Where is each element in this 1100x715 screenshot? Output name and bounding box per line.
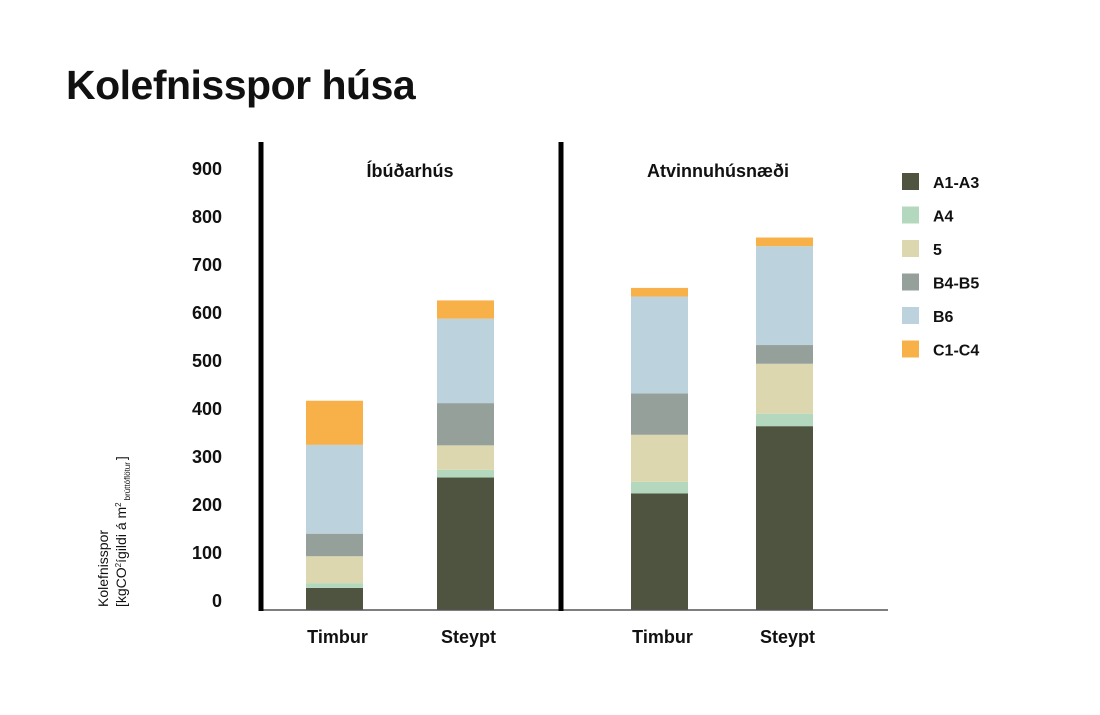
group-label: Atvinnuhúsnæði (647, 161, 789, 181)
legend-swatch-a1-a3 (902, 173, 919, 190)
bar-segment-a4 (756, 413, 813, 427)
bar-segment-b4-b5 (306, 533, 363, 557)
category-label: Steypt (760, 627, 815, 647)
bar-segment-b4-b5 (437, 403, 494, 446)
legend-swatch-5 (902, 240, 919, 257)
bar-segment-b4-b5 (631, 393, 688, 435)
bar-segment-b4-b5 (756, 345, 813, 364)
legend-label: C1-C4 (933, 343, 979, 360)
chart-title: Kolefnisspor húsa (66, 62, 416, 108)
legend-label: A1-A3 (933, 175, 979, 192)
bar-segment-c1-c4 (756, 237, 813, 247)
y-tick-label: 800 (192, 207, 222, 227)
bar-segment-a4 (306, 583, 363, 588)
legend-swatch-b6 (902, 307, 919, 324)
legend-label: A4 (933, 209, 954, 226)
y-tick-label: 900 (192, 159, 222, 179)
y-tick-label: 200 (192, 495, 222, 515)
legend-swatch-b4-b5 (902, 273, 919, 291)
legend-label: B6 (933, 309, 954, 326)
legend-swatch-a4 (902, 206, 919, 224)
bar-segment-c1-c4 (437, 300, 494, 319)
bar-segment-b6 (756, 246, 813, 346)
y-tick-label: 400 (192, 399, 222, 419)
y-tick-label: 700 (192, 255, 222, 275)
bar-segment-c1-c4 (631, 287, 688, 297)
bar-segment-a1-a3 (306, 587, 363, 610)
bar-segment-a1-a3 (756, 426, 813, 610)
bar-segment-5 (437, 445, 494, 470)
legend-label: B4-B5 (933, 276, 979, 293)
bar-segment-a1-a3 (631, 493, 688, 610)
bar-segment-b6 (306, 444, 363, 534)
bar-segment-b6 (437, 318, 494, 404)
y-axis-label-line2: [kgCO2ígildi á m2brúttóflötur] (113, 456, 132, 607)
bar-segment-a1-a3 (437, 477, 494, 610)
category-label: Timbur (632, 627, 693, 647)
y-tick-label: 100 (192, 543, 222, 563)
y-axis-label: Kolefnisspor [kgCO2ígildi á m2brúttóflöt… (95, 456, 132, 607)
bar-segment-b6 (631, 296, 688, 394)
bar-segment-c1-c4 (306, 400, 363, 445)
legend-label: 5 (933, 242, 942, 259)
y-tick-label: 600 (192, 303, 222, 323)
bar-segment-5 (631, 434, 688, 482)
bar-segment-a4 (437, 469, 494, 478)
y-tick-label: 0 (212, 591, 222, 611)
group-label: Íbúðarhús (366, 160, 453, 181)
legend-swatch-c1-c4 (902, 340, 919, 358)
bar-segment-a4 (631, 481, 688, 494)
category-label: Steypt (441, 627, 496, 647)
category-label: Timbur (307, 627, 368, 647)
y-tick-label: 300 (192, 447, 222, 467)
bar-segment-5 (756, 363, 813, 414)
y-tick-label: 500 (192, 351, 222, 371)
y-axis-label-line1: Kolefnisspor (95, 530, 111, 607)
bar-segment-5 (306, 556, 363, 584)
